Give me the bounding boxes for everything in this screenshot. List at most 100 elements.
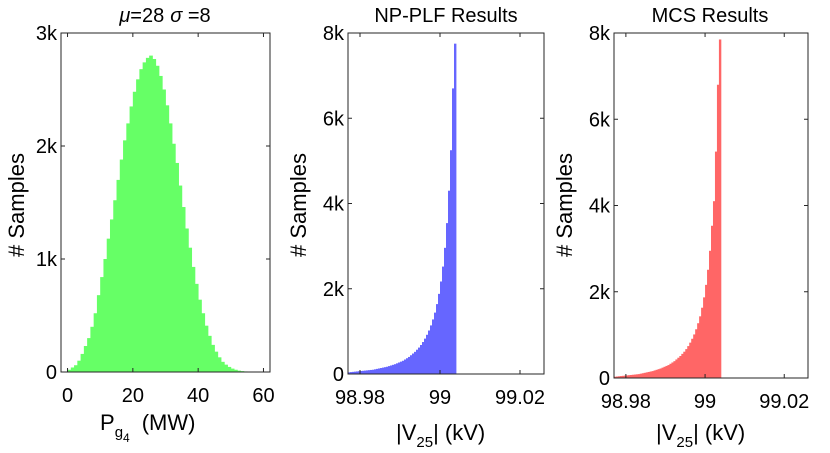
histogram-bar [448, 190, 451, 374]
y-tick-label: 2k [36, 136, 58, 158]
histogram-bar [354, 371, 357, 374]
histogram-bar [428, 330, 431, 374]
histogram-bar [718, 39, 722, 378]
histogram-bar [152, 58, 157, 373]
histogram-bar [348, 372, 351, 374]
x-tick-label: 98.98 [335, 387, 385, 409]
y-axis-label: # Samples [286, 153, 311, 257]
histogram-bar [705, 284, 708, 378]
y-axis-label: # Samples [4, 153, 29, 257]
histogram-bar [364, 370, 367, 374]
histogram-bar [356, 371, 359, 374]
histogram-bar [207, 335, 212, 372]
histogram-bar [188, 247, 193, 372]
histogram-bar [224, 364, 228, 372]
histogram-bar [230, 368, 235, 372]
x-tick-label: 0 [62, 385, 73, 407]
histogram-bar [671, 362, 674, 378]
histogram-bar [378, 368, 381, 374]
x-axis-label: |V25| (kV) [656, 420, 745, 451]
histogram-bar [414, 351, 417, 374]
histogram-bar [376, 368, 379, 374]
histogram-bar [374, 369, 377, 374]
histogram-bar [380, 368, 383, 374]
y-tick-label: 4k [589, 196, 611, 218]
histogram-bar [653, 370, 656, 378]
histogram-bar [635, 374, 639, 378]
bars [67, 55, 251, 373]
histogram-bar [123, 140, 127, 372]
histogram-bar [145, 57, 150, 373]
histogram-bar [677, 357, 680, 378]
histogram-bar [615, 376, 619, 378]
histogram-bar [440, 281, 443, 374]
histogram-bar [689, 342, 692, 378]
y-tick-label: 8k [589, 23, 611, 45]
histogram-bar [370, 369, 373, 374]
x-tick-label: 99.02 [495, 387, 545, 409]
histogram-bar [126, 123, 130, 373]
histogram-bar [366, 370, 369, 374]
histogram-bar [681, 353, 684, 378]
histogram-bar [404, 359, 407, 374]
histogram-bar [695, 329, 698, 378]
histogram-bar [665, 365, 668, 378]
histogram-bar [390, 365, 393, 374]
histogram-bar [96, 295, 101, 372]
histogram-bar [450, 150, 453, 374]
histogram-bar [211, 344, 215, 372]
histogram-bar [382, 367, 385, 374]
histogram-bar [139, 69, 144, 372]
chart-title: MCS Results [652, 5, 769, 27]
y-tick-label: 3k [36, 23, 58, 45]
histogram-bar [372, 369, 375, 374]
histogram-bar [392, 364, 395, 374]
histogram-bar [627, 375, 631, 378]
histogram-bar [352, 371, 355, 374]
histogram-bar [149, 55, 153, 372]
y-tick-label: 6k [323, 108, 345, 130]
histogram-bar [358, 371, 361, 374]
histogram-bar [70, 367, 75, 372]
histogram-bar [714, 151, 718, 378]
histogram-bar [77, 360, 81, 372]
histogram-bar [408, 356, 411, 374]
histogram-bar [691, 338, 694, 378]
histogram-bar [420, 345, 423, 374]
histogram-bar [661, 367, 664, 378]
histogram-bar [614, 376, 617, 378]
histogram-bar [709, 250, 712, 378]
histogram-bar [162, 89, 166, 372]
histogram-bar [103, 259, 108, 372]
panel-normal-distribution: μ=28 σ =8 # Samples Pg4(MW) 0 1k 2k 3k 0 20 40 6… [4, 5, 275, 445]
histogram-bar [454, 43, 457, 374]
histogram-bar [436, 304, 439, 374]
chart-title: NP-PLF Results [374, 5, 517, 27]
histogram-bar [701, 307, 704, 378]
histogram-bar [699, 316, 702, 378]
histogram-bar [655, 369, 658, 378]
histogram-bar [87, 338, 91, 372]
histogram-bar [136, 79, 140, 372]
histogram-bar [621, 375, 625, 378]
histogram-bar [711, 225, 714, 378]
histogram-bar [116, 179, 121, 372]
histogram-bar [444, 247, 447, 374]
histogram-bar [119, 159, 124, 372]
histogram-bar [426, 334, 429, 374]
histogram-bar [406, 358, 409, 374]
histogram-bar [623, 375, 627, 378]
histogram-bar [350, 372, 353, 374]
histogram-bar [396, 363, 399, 374]
histogram-bar [142, 62, 147, 372]
histogram-bar [204, 325, 209, 372]
histogram-bar [673, 361, 676, 378]
histogram-bar [74, 365, 78, 372]
y-axis-label: # Samples [552, 153, 577, 257]
histogram-bar [80, 353, 85, 372]
x-axis-label: |V25| (kV) [396, 420, 485, 451]
histogram-bar [424, 338, 427, 374]
histogram-bar [669, 363, 672, 378]
histogram-bar [398, 362, 401, 374]
histogram-bar [234, 369, 238, 372]
